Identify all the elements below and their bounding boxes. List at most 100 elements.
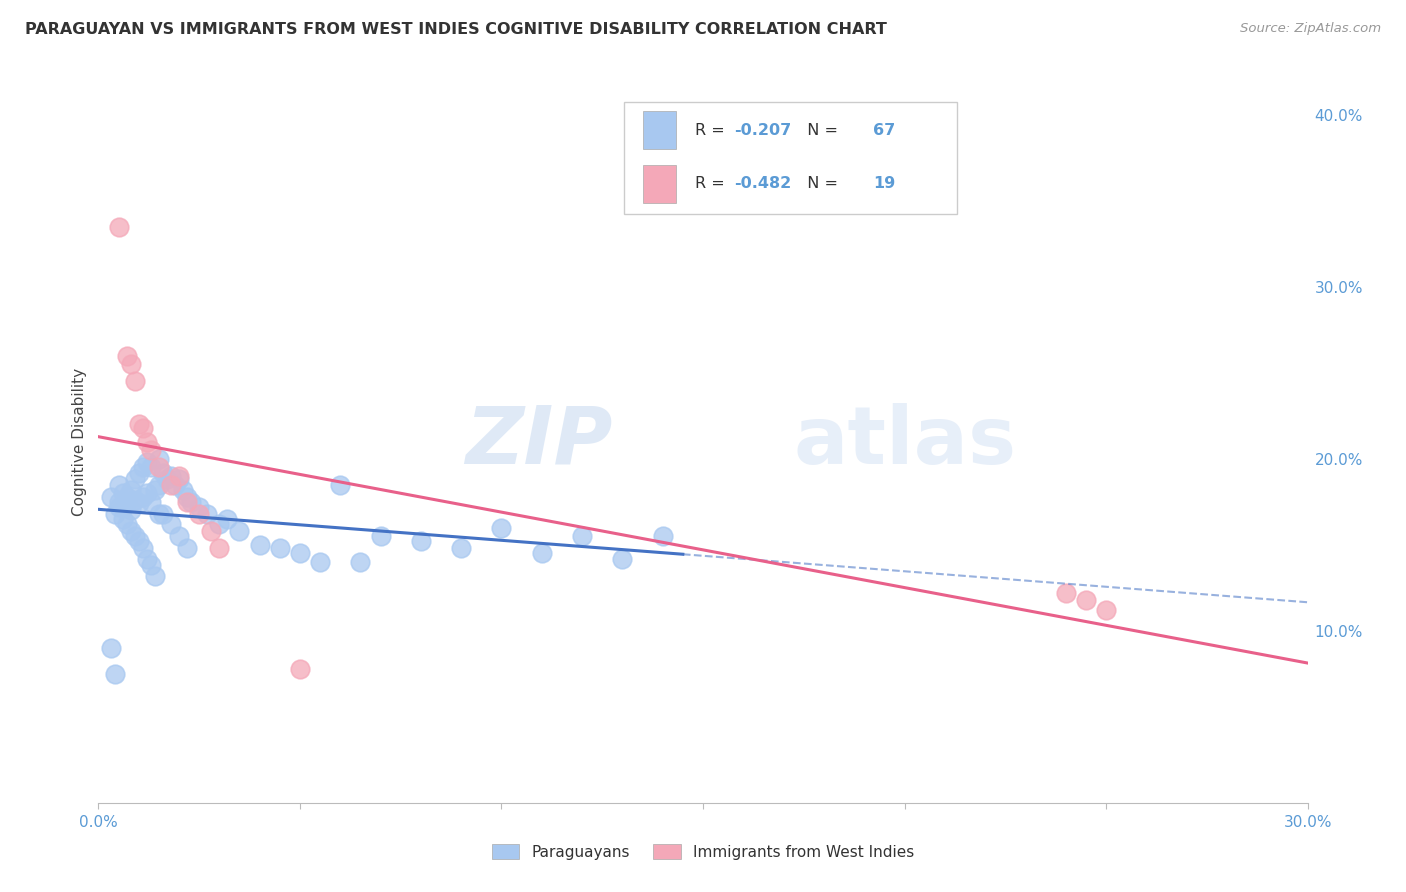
Point (228, 524, 250, 538)
Point (152, 466, 174, 480)
Text: R =: R = (695, 123, 730, 137)
Point (167, 529, 190, 543)
Text: atlas: atlas (793, 402, 1017, 481)
Point (288, 662, 311, 676)
Point (409, 534, 432, 549)
Point (1074, 592, 1097, 607)
Point (128, 534, 150, 549)
Point (135, 455, 157, 469)
Point (107, 494, 129, 508)
Point (115, 490, 138, 504)
Point (195, 507, 218, 521)
Point (111, 512, 134, 526)
Point (530, 546, 553, 560)
Text: N =: N = (797, 177, 844, 192)
Point (491, 520, 513, 534)
Point (120, 483, 142, 497)
Text: -0.482: -0.482 (734, 177, 792, 192)
Point (139, 558, 162, 573)
Point (100, 640, 122, 655)
Point (309, 555, 332, 569)
Text: ZIP: ZIP (465, 402, 613, 481)
Point (128, 417, 150, 432)
Point (188, 500, 211, 514)
Point (124, 493, 146, 508)
Point (148, 451, 170, 466)
Point (128, 466, 150, 480)
Point (167, 469, 190, 483)
Point (111, 486, 134, 500)
Point (139, 443, 162, 458)
Point (1095, 603, 1118, 617)
Point (571, 529, 593, 543)
Point (143, 483, 166, 497)
Point (124, 375, 146, 389)
Point (100, 490, 122, 504)
Point (160, 469, 183, 483)
Point (172, 483, 194, 497)
Point (135, 551, 157, 566)
Point (167, 472, 190, 486)
Point (160, 517, 183, 532)
Y-axis label: Cognitive Disability: Cognitive Disability (72, 368, 87, 516)
Point (124, 529, 146, 543)
Text: 19: 19 (873, 177, 896, 192)
Point (651, 529, 673, 543)
Point (180, 494, 202, 508)
FancyBboxPatch shape (643, 112, 676, 149)
Point (132, 421, 155, 435)
Point (329, 477, 352, 491)
Point (163, 477, 186, 491)
Point (143, 568, 166, 582)
Point (269, 541, 291, 556)
Point (208, 541, 231, 556)
Legend: Paraguayans, Immigrants from West Indies: Paraguayans, Immigrants from West Indies (484, 836, 922, 867)
Text: R =: R = (695, 177, 730, 192)
Point (135, 434, 157, 449)
Text: Source: ZipAtlas.com: Source: ZipAtlas.com (1240, 22, 1381, 36)
Point (132, 541, 155, 556)
Point (120, 524, 142, 538)
Point (132, 490, 155, 504)
Point (176, 541, 198, 556)
Text: -0.207: -0.207 (734, 123, 792, 137)
Point (450, 541, 472, 556)
Point (156, 472, 179, 486)
Point (120, 503, 142, 517)
FancyBboxPatch shape (624, 102, 957, 214)
Point (160, 477, 183, 491)
Point (188, 507, 211, 521)
Point (200, 524, 222, 538)
Point (115, 349, 138, 363)
Point (115, 517, 138, 532)
Point (208, 517, 231, 532)
Point (370, 529, 392, 543)
Text: 67: 67 (873, 123, 896, 137)
Point (103, 507, 125, 521)
Point (148, 460, 170, 475)
Point (148, 507, 170, 521)
Text: PARAGUAYAN VS IMMIGRANTS FROM WEST INDIES COGNITIVE DISABILITY CORRELATION CHART: PARAGUAYAN VS IMMIGRANTS FROM WEST INDIE… (25, 22, 887, 37)
Point (124, 472, 146, 486)
Point (120, 357, 142, 371)
FancyBboxPatch shape (643, 165, 676, 202)
Point (349, 555, 371, 569)
Point (249, 538, 271, 552)
Point (288, 546, 311, 560)
Point (107, 477, 129, 491)
Point (135, 486, 157, 500)
Point (132, 460, 155, 475)
Point (103, 666, 125, 681)
Point (107, 500, 129, 514)
Point (217, 512, 239, 526)
Point (148, 477, 170, 491)
Point (176, 494, 198, 508)
Point (139, 460, 162, 475)
Point (152, 507, 174, 521)
Point (612, 551, 634, 566)
Text: N =: N = (797, 123, 844, 137)
Point (107, 219, 129, 234)
Point (111, 500, 134, 514)
Point (1054, 586, 1077, 600)
Point (115, 494, 138, 508)
